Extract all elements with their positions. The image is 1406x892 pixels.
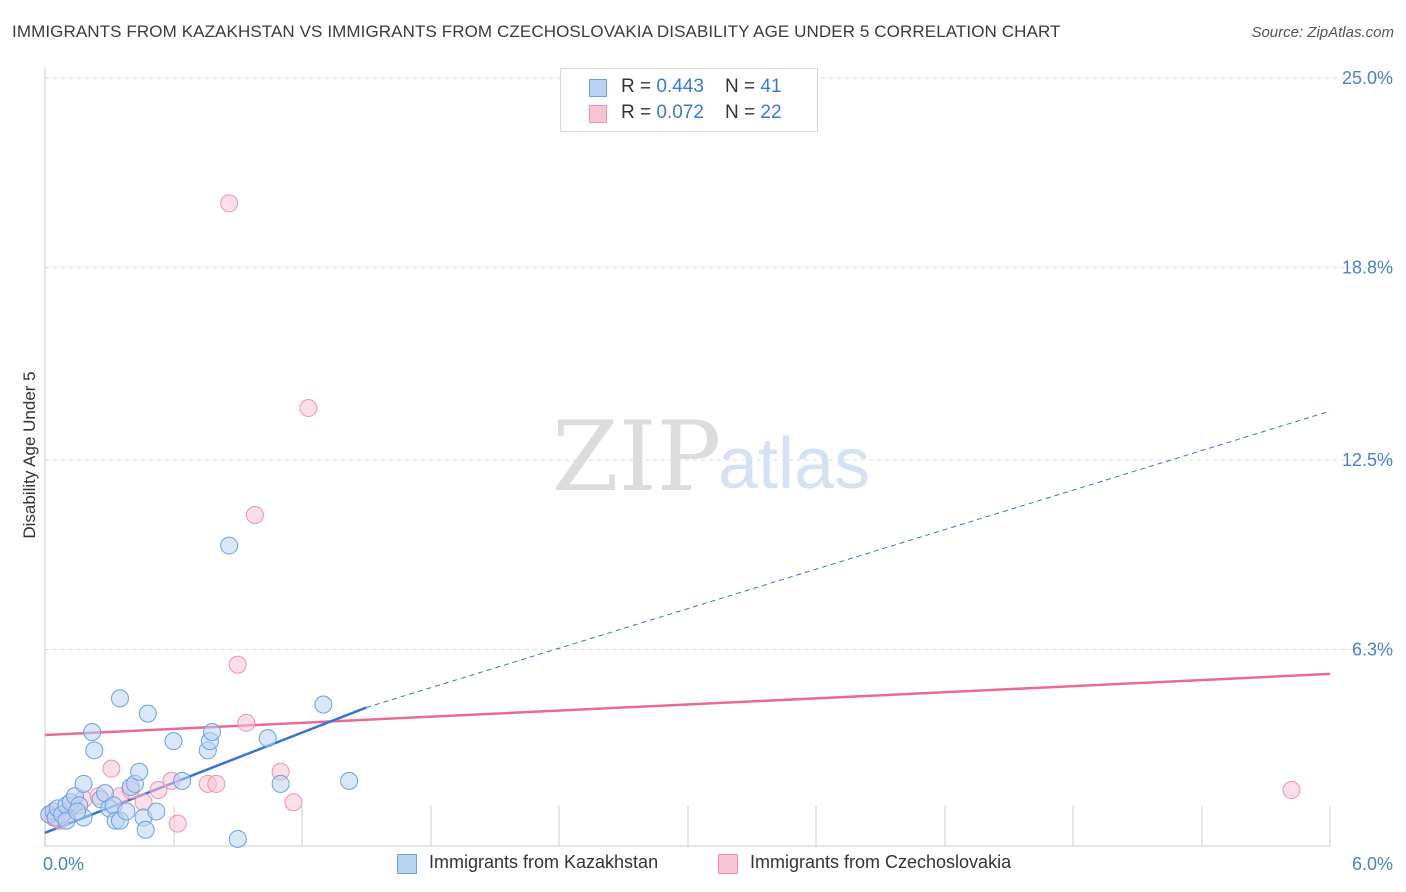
- point-czechoslovakia: [220, 194, 239, 213]
- point-kazakhstan: [85, 741, 104, 760]
- trend-line-kazakhstan: [44, 706, 367, 834]
- point-czechoslovakia: [149, 781, 168, 800]
- point-kazakhstan: [147, 802, 166, 821]
- chart-source: Source: ZipAtlas.com: [1251, 24, 1394, 41]
- tick-labels: 6.3% 12.5% 18.8% 25.0% 0.0% 6.0%: [43, 68, 1393, 874]
- watermark-zip: ZIP: [552, 401, 721, 513]
- legend-swatch-blue: [589, 79, 607, 97]
- watermark-atlas: atlas: [718, 424, 870, 504]
- point-czechoslovakia: [237, 713, 256, 732]
- point-kazakhstan: [130, 762, 149, 781]
- y-axis-label: Disability Age Under 5: [20, 371, 39, 538]
- trend-line-kazakhstan-extrapolated: [366, 410, 1331, 709]
- axes: [44, 68, 1330, 847]
- point-kazakhstan: [136, 820, 155, 839]
- x-tick-label: 6.0%: [1352, 854, 1393, 874]
- point-kazakhstan: [271, 774, 290, 793]
- legend-n-label: N =: [725, 76, 761, 97]
- data-points: [40, 194, 1301, 848]
- legend-n-value: 41: [760, 76, 782, 97]
- x-tick-label: 0.0%: [43, 854, 84, 874]
- point-kazakhstan: [138, 704, 157, 723]
- point-kazakhstan: [74, 774, 93, 793]
- legend-swatch-pink: [589, 105, 607, 123]
- bottom-legend-swatch-blue: [397, 854, 417, 874]
- point-kazakhstan: [173, 771, 192, 790]
- point-czechoslovakia: [245, 506, 264, 525]
- point-czechoslovakia: [1282, 781, 1301, 800]
- correlation-legend: R = 0.443 N = 41 R = 0.072 N = 22: [560, 68, 818, 132]
- point-kazakhstan: [203, 722, 222, 741]
- trend-line-czechoslovakia: [44, 672, 1331, 737]
- point-czechoslovakia: [284, 793, 303, 812]
- bottom-legend-swatch-pink: [718, 854, 738, 874]
- point-kazakhstan: [258, 729, 277, 748]
- grid: [44, 77, 1392, 846]
- point-kazakhstan: [110, 689, 129, 708]
- point-kazakhstan: [68, 802, 87, 821]
- point-czechoslovakia: [228, 655, 247, 674]
- bottom-legend-label-kazakhstan: Immigrants from Kazakhstan: [429, 852, 659, 872]
- point-kazakhstan: [314, 695, 333, 714]
- legend-n-label: N =: [725, 102, 761, 123]
- point-czechoslovakia: [102, 759, 121, 778]
- chart-title: IMMIGRANTS FROM KAZAKHSTAN VS IMMIGRANTS…: [12, 22, 1061, 41]
- point-czechoslovakia: [168, 814, 187, 833]
- y-tick-label: 12.5%: [1342, 450, 1393, 470]
- y-tick-label: 25.0%: [1342, 68, 1393, 88]
- trend-lines: [44, 410, 1331, 834]
- legend-r-label: R =: [621, 76, 657, 97]
- point-kazakhstan: [164, 732, 183, 751]
- y-tick-label: 18.8%: [1342, 257, 1393, 277]
- point-czechoslovakia: [299, 399, 318, 418]
- legend-n-value: 22: [760, 102, 782, 123]
- legend-r-label: R =: [621, 102, 657, 123]
- point-kazakhstan: [83, 722, 102, 741]
- point-kazakhstan: [228, 829, 247, 848]
- point-kazakhstan: [220, 536, 239, 555]
- point-czechoslovakia: [207, 774, 226, 793]
- point-kazakhstan: [340, 771, 359, 790]
- point-kazakhstan: [117, 802, 136, 821]
- bottom-legend-label-czechoslovakia: Immigrants from Czechoslovakia: [750, 852, 1012, 872]
- legend-r-value: 0.072: [656, 102, 704, 123]
- legend-r-value: 0.443: [656, 76, 704, 97]
- y-tick-label: 6.3%: [1352, 639, 1393, 659]
- watermark: ZIP atlas: [552, 401, 870, 513]
